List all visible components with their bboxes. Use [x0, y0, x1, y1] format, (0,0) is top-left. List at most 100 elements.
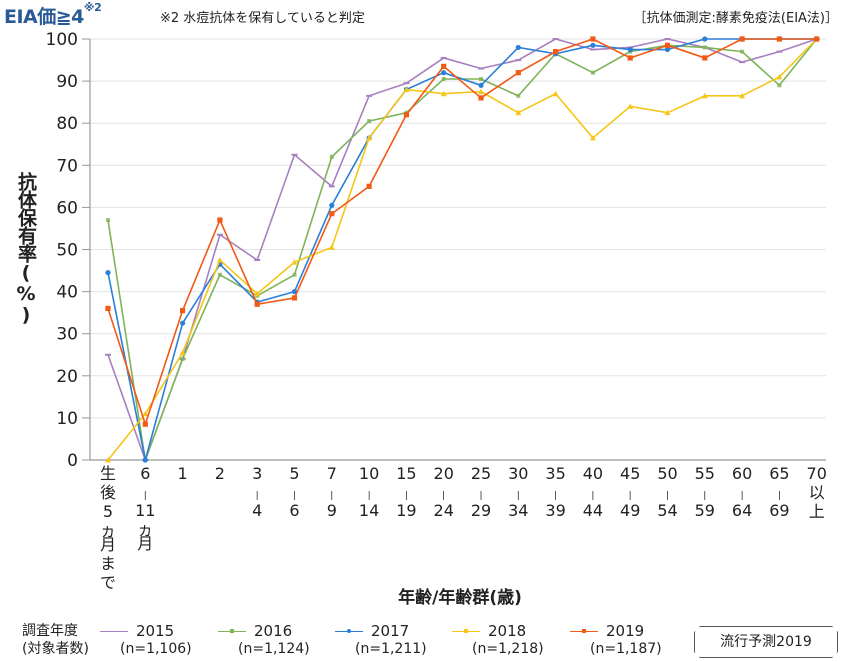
x-tick-label: 7 — [327, 464, 337, 483]
data-point-marker[interactable] — [105, 305, 111, 312]
data-point-marker[interactable] — [440, 56, 447, 59]
data-point-marker[interactable] — [627, 55, 633, 61]
data-point-marker[interactable] — [739, 36, 745, 42]
x-tick-label: 19 — [396, 501, 416, 520]
data-point-marker[interactable] — [739, 92, 746, 99]
data-point-marker[interactable] — [627, 46, 633, 53]
x-tick-label: 65 — [769, 464, 789, 483]
data-point-marker[interactable] — [105, 457, 111, 463]
data-point-marker[interactable] — [179, 349, 186, 356]
data-point-marker[interactable] — [664, 42, 671, 48]
data-point-marker[interactable] — [553, 49, 559, 55]
data-point-marker[interactable] — [329, 154, 334, 159]
x-tick-label: 54 — [657, 501, 677, 520]
x-tick-label: 60 — [732, 464, 752, 483]
x-tick-label: 3 — [252, 464, 262, 483]
data-point-marker[interactable] — [627, 103, 634, 109]
data-point-marker[interactable] — [216, 257, 223, 263]
x-tick-label: ヵ — [100, 521, 116, 540]
data-point-marker[interactable] — [740, 49, 745, 54]
x-tick-label: 40 — [583, 464, 603, 483]
data-point-marker[interactable] — [552, 90, 559, 97]
data-point-marker[interactable] — [403, 86, 410, 93]
data-point-marker[interactable] — [664, 46, 671, 53]
data-point-marker[interactable] — [702, 36, 708, 42]
data-point-marker[interactable] — [291, 289, 298, 295]
data-point-marker[interactable] — [777, 83, 782, 88]
data-point-marker[interactable] — [515, 70, 521, 76]
data-point-marker[interactable] — [478, 67, 484, 70]
footnote-text: ※2 水痘抗体を保有していると判定 — [160, 11, 365, 26]
data-point-marker[interactable] — [366, 134, 373, 141]
data-point-marker[interactable] — [217, 217, 223, 223]
data-point-marker[interactable] — [776, 36, 782, 42]
x-tick-label: 29 — [471, 501, 491, 520]
chart-title: EIA価≧4※2 — [4, 1, 102, 28]
data-point-marker[interactable] — [367, 119, 372, 124]
data-point-marker[interactable] — [814, 36, 820, 42]
x-tick-label: | — [554, 491, 557, 501]
data-point-marker[interactable] — [515, 44, 521, 51]
data-point-marker[interactable] — [478, 88, 484, 95]
x-tick-label: 6 — [140, 464, 150, 483]
data-point-marker[interactable] — [478, 82, 484, 88]
x-tick-label: 上 — [809, 502, 825, 521]
x-tick-label: 15 — [396, 464, 416, 483]
data-point-marker[interactable] — [776, 73, 783, 80]
data-point-marker[interactable] — [702, 55, 708, 61]
data-point-marker[interactable] — [254, 290, 261, 297]
data-point-marker[interactable] — [590, 36, 596, 42]
data-point-marker[interactable] — [516, 93, 521, 98]
data-point-marker[interactable] — [105, 353, 111, 356]
data-point-marker[interactable] — [440, 90, 447, 97]
data-point-marker[interactable] — [142, 410, 149, 417]
data-point-marker[interactable] — [515, 109, 522, 116]
data-point-marker[interactable] — [366, 183, 372, 189]
data-point-marker[interactable] — [441, 63, 447, 69]
data-point-marker[interactable] — [292, 272, 297, 277]
data-point-marker[interactable] — [217, 272, 222, 277]
data-point-marker[interactable] — [329, 202, 335, 208]
data-point-marker[interactable] — [590, 42, 596, 48]
data-point-marker[interactable] — [329, 211, 335, 217]
data-point-marker[interactable] — [403, 82, 410, 85]
data-point-marker[interactable] — [403, 112, 409, 118]
data-point-marker[interactable] — [254, 259, 261, 262]
data-point-marker[interactable] — [142, 421, 148, 427]
data-point-marker[interactable] — [216, 233, 223, 236]
forecast-2019-button[interactable]: 流行予測2019 — [694, 626, 838, 658]
x-tick-label: 1 — [178, 464, 188, 483]
x-tick-label: | — [330, 491, 333, 501]
data-point-marker[interactable] — [180, 356, 185, 361]
data-point-marker[interactable] — [254, 301, 260, 307]
data-point-marker[interactable] — [106, 218, 110, 223]
data-point-marker[interactable] — [701, 92, 708, 99]
data-point-marker[interactable] — [180, 320, 186, 326]
data-point-marker[interactable] — [180, 307, 186, 314]
data-point-marker[interactable] — [328, 244, 335, 250]
x-tick-label: 4 — [252, 501, 262, 520]
data-point-marker[interactable] — [590, 70, 595, 75]
data-point-marker[interactable] — [552, 38, 559, 40]
data-point-marker[interactable] — [739, 61, 746, 64]
data-point-marker[interactable] — [478, 95, 484, 101]
data-point-marker[interactable] — [515, 59, 522, 62]
data-point-marker[interactable] — [441, 70, 447, 76]
data-point-marker[interactable] — [142, 457, 148, 463]
data-point-marker[interactable] — [589, 48, 596, 51]
data-point-marker[interactable] — [291, 295, 298, 301]
data-point-marker[interactable] — [328, 185, 335, 188]
data-point-marker[interactable] — [105, 270, 111, 276]
data-point-marker[interactable] — [291, 153, 298, 156]
x-tick-label: 20 — [434, 464, 454, 483]
data-point-marker[interactable] — [664, 38, 671, 40]
data-point-marker[interactable] — [589, 134, 596, 141]
data-point-marker[interactable] — [479, 76, 483, 81]
data-point-marker[interactable] — [291, 259, 298, 265]
data-point-marker[interactable] — [664, 109, 671, 116]
data-point-marker[interactable] — [776, 50, 783, 53]
data-point-marker[interactable] — [441, 76, 446, 81]
data-point-marker[interactable] — [702, 45, 707, 50]
data-point-marker[interactable] — [366, 94, 373, 97]
